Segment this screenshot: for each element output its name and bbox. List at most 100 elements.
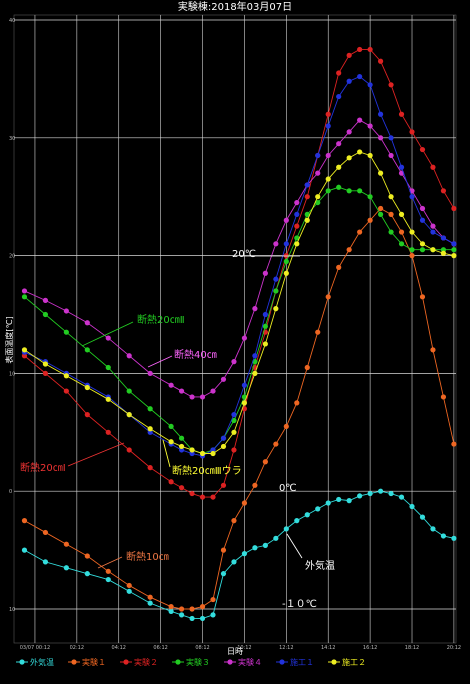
data-point — [398, 241, 405, 247]
data-point — [357, 46, 363, 53]
x-tick-label: 06:12 — [153, 645, 167, 651]
data-point — [147, 406, 153, 412]
data-point — [398, 164, 405, 170]
data-point — [42, 529, 49, 536]
data-point — [241, 400, 248, 406]
data-point — [377, 211, 384, 217]
data-point — [377, 58, 384, 64]
data-point — [178, 612, 185, 618]
data-point — [84, 553, 90, 559]
legend-label: 実験２ — [134, 657, 158, 667]
data-point — [21, 288, 28, 294]
data-point — [231, 412, 237, 418]
data-point — [367, 46, 373, 53]
data-point — [304, 217, 310, 223]
legend-label: 実験４ — [238, 657, 262, 667]
data-point — [325, 111, 331, 117]
data-point — [220, 547, 227, 553]
data-point — [346, 52, 352, 58]
data-point — [105, 568, 111, 574]
data-point — [210, 388, 216, 394]
data-point — [84, 320, 90, 326]
data-point — [430, 347, 436, 353]
data-point — [21, 294, 28, 300]
y-tick-label: 40 — [9, 18, 15, 24]
data-point — [283, 270, 289, 276]
data-point — [357, 149, 363, 155]
data-point — [220, 482, 227, 488]
data-point — [357, 229, 363, 235]
data-point — [231, 447, 237, 453]
data-point — [419, 241, 426, 247]
data-point — [315, 329, 321, 335]
data-point — [419, 514, 426, 520]
data-point — [199, 450, 206, 457]
data-point — [189, 490, 195, 497]
data-point — [178, 606, 185, 612]
data-point — [398, 229, 405, 235]
data-point — [126, 353, 132, 359]
data-point — [336, 164, 342, 170]
x-axis-label: 日時 — [227, 647, 243, 656]
data-point — [231, 518, 237, 524]
data-point — [283, 423, 289, 430]
data-point — [388, 82, 394, 88]
data-point — [419, 217, 426, 223]
data-point — [294, 235, 300, 241]
data-point — [430, 247, 436, 253]
data-point — [273, 288, 279, 294]
data-point — [199, 604, 206, 610]
data-point — [294, 400, 300, 406]
data-point — [63, 541, 69, 547]
data-point — [273, 276, 279, 282]
data-point — [252, 306, 258, 312]
data-point — [168, 479, 174, 485]
data-point — [357, 493, 363, 499]
data-point — [147, 600, 153, 606]
data-point — [220, 435, 227, 441]
data-point — [294, 241, 300, 247]
x-tick-label: 18:12 — [405, 645, 419, 651]
data-point — [440, 250, 447, 256]
data-point — [430, 229, 436, 235]
data-point — [357, 73, 363, 80]
y-tick-label: 0 — [9, 489, 12, 495]
data-point — [367, 82, 373, 88]
data-point — [388, 194, 394, 200]
data-point — [419, 247, 426, 253]
data-point — [42, 311, 49, 318]
data-point — [241, 500, 248, 506]
data-point — [220, 443, 227, 450]
data-point — [126, 447, 132, 453]
data-point — [440, 188, 447, 194]
data-point — [231, 417, 237, 424]
data-point — [367, 152, 373, 159]
data-point — [178, 485, 185, 491]
data-point — [283, 258, 289, 265]
data-point — [388, 229, 394, 235]
data-point — [262, 341, 268, 347]
series-line — [24, 49, 455, 498]
data-point — [388, 211, 394, 217]
legend-label: 施工２ — [342, 657, 366, 667]
data-point — [252, 482, 258, 488]
y-tick-label: 10 — [9, 371, 15, 377]
legend-label: 実験３ — [186, 657, 210, 667]
data-point — [377, 135, 384, 141]
data-point — [346, 247, 352, 253]
x-tick-label: 20:12 — [447, 645, 461, 651]
data-point — [63, 308, 69, 314]
data-point — [377, 111, 384, 117]
series-7 — [21, 149, 457, 457]
y-ticks: 10 0 10 20 30 40 — [9, 18, 15, 613]
legend-item-1: 外気温 — [16, 657, 54, 667]
data-point — [367, 123, 373, 129]
data-point — [241, 382, 248, 388]
data-point — [241, 335, 248, 341]
data-point — [105, 364, 111, 371]
x-ticks: 03/07 00:12 02:12 04:12 06:12 08:12 10:12 12:1… — [20, 645, 461, 651]
data-point — [262, 270, 268, 276]
x-tick-label: 16:12 — [363, 645, 377, 651]
annotation-dannetsu-20-2: 断熱20㎝Ⅱ — [137, 313, 185, 326]
legend-marker — [71, 659, 77, 665]
